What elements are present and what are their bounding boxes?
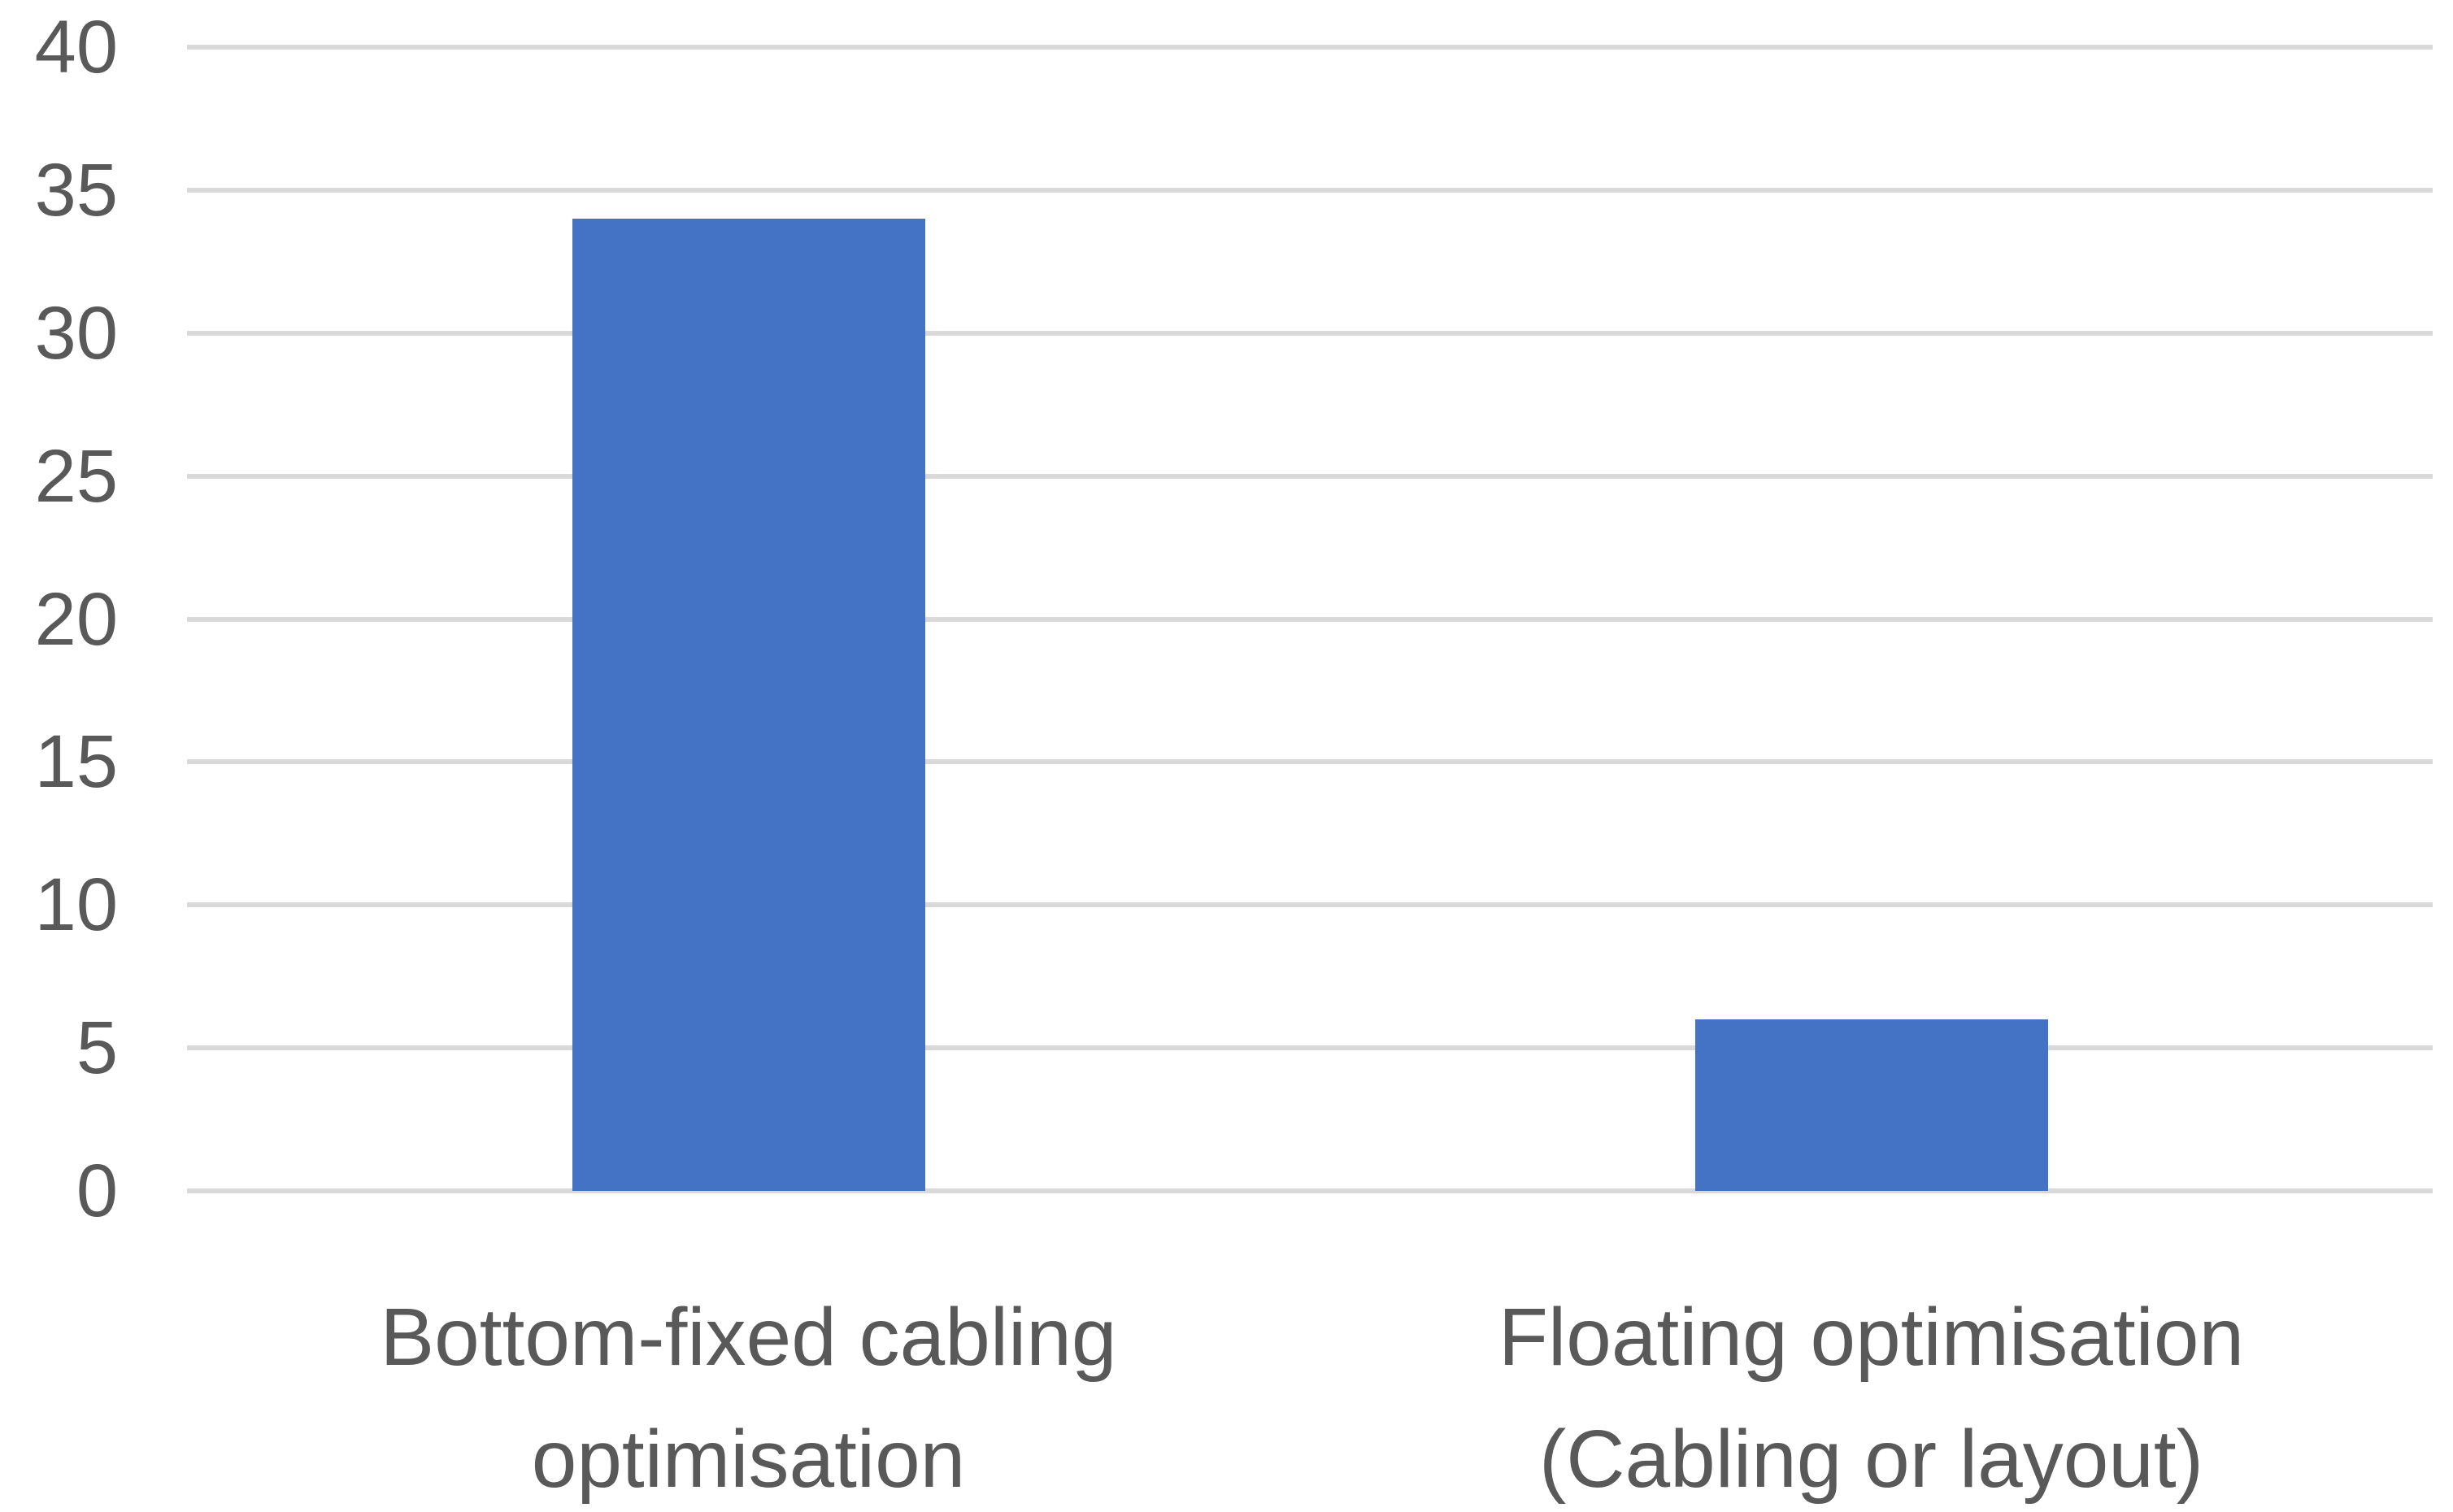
category-label-2: Floating optimisation (Cabling or layout… (1498, 1292, 2245, 1505)
y-gridline (187, 330, 2433, 336)
y-axis-tick-label: 25 (34, 434, 118, 518)
y-gridline (187, 473, 2433, 479)
y-gridline (187, 187, 2433, 193)
bar-2 (1694, 1019, 2048, 1191)
y-gridline (187, 902, 2433, 908)
bar-1 (572, 219, 925, 1191)
y-axis-tick-label: 40 (34, 6, 118, 89)
y-axis-tick-label: 35 (34, 148, 118, 232)
y-axis-tick-label: 0 (76, 1149, 118, 1232)
y-gridline (187, 45, 2433, 50)
y-axis-tick-label: 5 (76, 1006, 118, 1090)
y-axis-tick-label: 15 (34, 720, 118, 804)
y-axis-tick-label: 30 (34, 291, 118, 375)
y-gridline (187, 616, 2433, 622)
category-label-1: Bottom-fixed cabling optimisation (380, 1292, 1117, 1505)
y-axis-tick-label: 20 (34, 577, 118, 661)
y-gridline (187, 759, 2433, 765)
y-axis-tick-label: 10 (34, 863, 118, 947)
y-gridline (187, 1045, 2433, 1051)
y-gridline (187, 1188, 2433, 1193)
